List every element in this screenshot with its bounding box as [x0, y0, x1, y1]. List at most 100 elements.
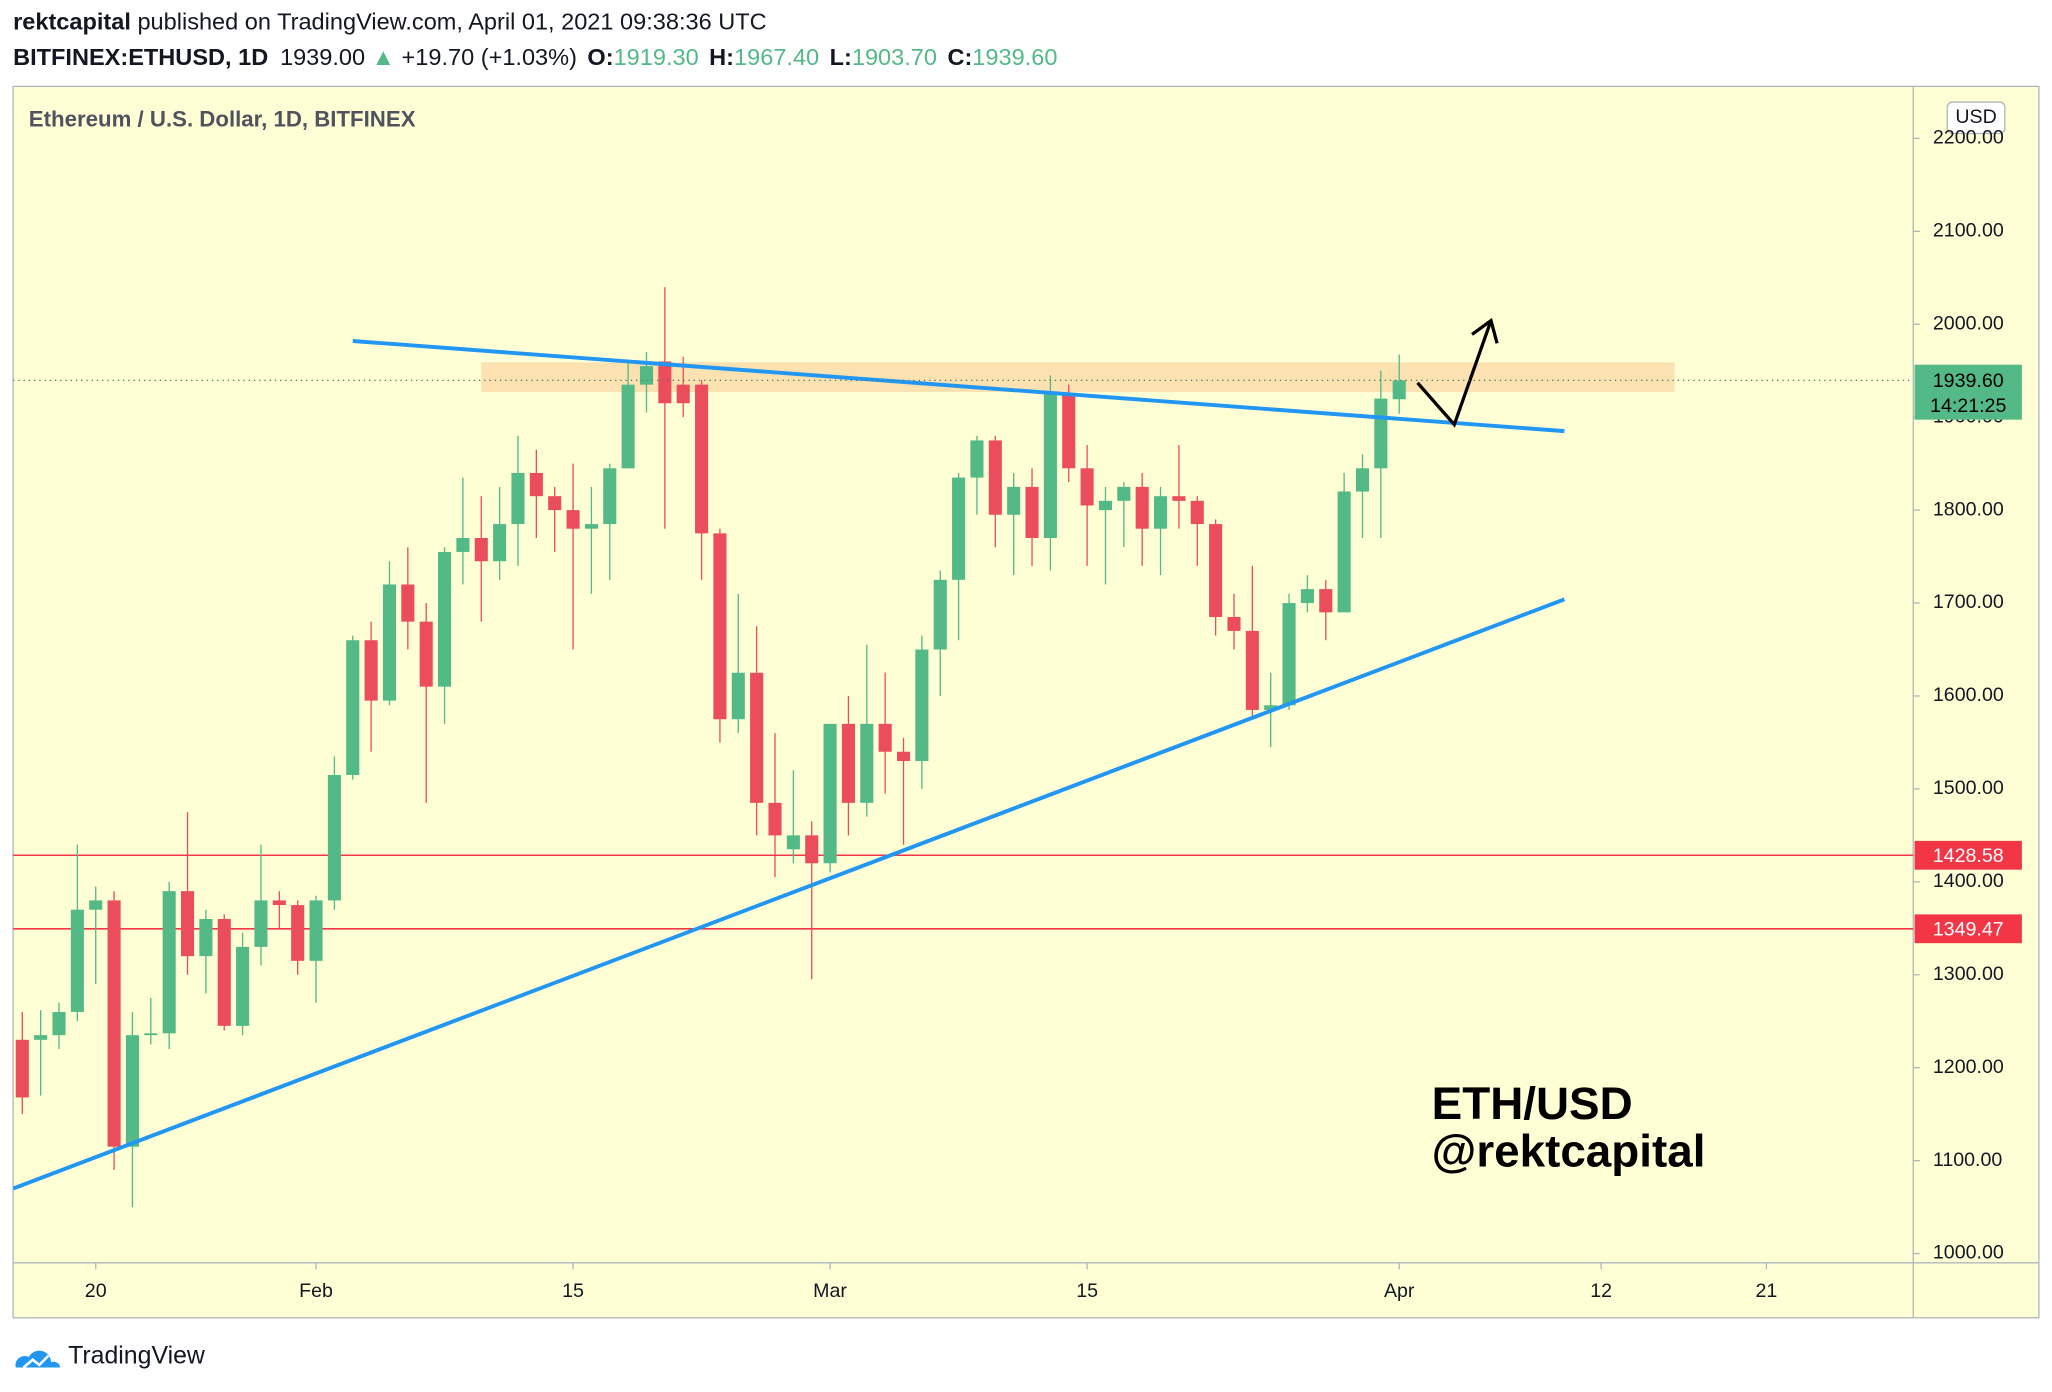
candle-body	[474, 537, 488, 562]
candle-body	[1117, 486, 1131, 501]
candle-body	[107, 900, 121, 1147]
y-tick-label: 1700.00	[1933, 591, 2004, 613]
candle-body	[1319, 589, 1333, 613]
candle-body	[750, 672, 764, 803]
currency-button[interactable]	[1946, 101, 2006, 135]
candle-body	[860, 723, 874, 803]
author: rektcapital	[13, 9, 131, 35]
candle-body	[695, 384, 709, 534]
price-label: 1428.58	[1933, 845, 2004, 867]
candle-body	[162, 891, 176, 1034]
candle-body	[1080, 468, 1094, 506]
last-price-box	[1914, 364, 2022, 420]
x-tick-label: 12	[1590, 1280, 1612, 1302]
candle-body	[805, 835, 819, 864]
trendline	[13, 597, 1566, 1191]
tradingview-logo	[15, 1350, 61, 1369]
candle-body	[70, 909, 84, 1012]
candle-body	[493, 524, 507, 562]
candle-body	[933, 579, 947, 650]
plot-area	[13, 287, 1914, 1208]
candle-body	[603, 468, 617, 525]
candle-body	[841, 723, 855, 803]
candle-body	[401, 584, 415, 622]
candle-body	[1392, 380, 1406, 400]
y-tick-label: 2000.00	[1933, 312, 2004, 334]
candle-body	[713, 533, 727, 720]
trendline	[352, 339, 1565, 434]
chart-background	[12, 85, 2040, 1319]
candle-body	[878, 723, 892, 752]
candle-body	[731, 672, 745, 720]
arrow-path	[1416, 320, 1493, 428]
candle-body	[1245, 630, 1259, 710]
y-tick-label: 1800.00	[1933, 498, 2004, 520]
ohlc-label: O:	[587, 44, 613, 70]
y-tick-label: 2100.00	[1933, 220, 2004, 242]
candle-body	[291, 905, 305, 961]
change: +19.70 (+1.03%)	[402, 44, 577, 70]
candle-body	[438, 551, 452, 687]
x-tick-label: 20	[85, 1280, 107, 1302]
candle-body	[456, 537, 470, 552]
candle-body	[676, 384, 690, 404]
price-label-box	[1914, 914, 2022, 944]
y-tick-label: 1200.00	[1933, 1056, 2004, 1078]
candle-body	[915, 649, 929, 762]
candle-body	[89, 900, 103, 910]
candle-body	[382, 584, 397, 701]
x-tick-label: 15	[1076, 1280, 1098, 1302]
candle-body	[180, 891, 195, 957]
candle-body	[584, 524, 598, 529]
x-tick-label: 15	[562, 1280, 584, 1302]
candle-body	[327, 774, 341, 901]
ohlc-label: H:	[709, 44, 734, 70]
ohlc-value: 1939.60	[972, 44, 1057, 70]
symbol-line: BITFINEX:ETHUSD, 1D 1939.00 ▲ +19.70 (+1.03…	[13, 44, 1057, 70]
candle-body	[1135, 486, 1149, 529]
candle-body	[566, 510, 580, 529]
candle-body	[1355, 468, 1370, 492]
candle-body	[34, 1035, 48, 1040]
countdown: 14:21:25	[1930, 395, 2006, 417]
candle-body	[15, 1039, 29, 1098]
y-tick-label: 1100.00	[1933, 1149, 2003, 1171]
candle-body	[419, 621, 433, 687]
y-tick-label: 1600.00	[1933, 684, 2004, 706]
candle-body	[1337, 491, 1351, 613]
candle-body	[639, 366, 654, 385]
candle-body	[125, 1035, 139, 1147]
x-tick-label: Feb	[299, 1280, 333, 1302]
candle-body	[52, 1011, 66, 1036]
chart-title: Ethereum / U.S. Dollar, 1D, BITFINEX	[29, 106, 416, 131]
candle-body	[823, 723, 837, 864]
ohlc-label: L:	[830, 44, 852, 70]
candle-body	[988, 440, 1002, 515]
candle-body	[621, 384, 635, 469]
ohlc-label: C:	[947, 44, 972, 70]
candle-body	[1007, 486, 1021, 515]
x-tick-label: 21	[1755, 1280, 1777, 1302]
candle-body	[1282, 603, 1296, 706]
candle-body	[548, 496, 562, 511]
price-label: 1349.47	[1933, 918, 2004, 940]
candle-body	[1098, 500, 1113, 511]
publish-line: rektcapital published on TradingView.com…	[13, 9, 767, 35]
watermark-line: @rektcapital	[1432, 1125, 1706, 1176]
last-price-label: 1939.60	[1933, 370, 2004, 392]
candle-body	[952, 477, 966, 580]
candle-body	[511, 472, 525, 525]
watermark-line: ETH/USD	[1432, 1078, 1633, 1129]
y-tick-label: 1500.00	[1933, 777, 2004, 799]
candle-body	[529, 472, 543, 497]
candle-body	[1300, 589, 1314, 604]
candle-body	[1227, 616, 1241, 631]
currency-label: USD	[1955, 106, 1996, 128]
candle-body	[236, 946, 250, 1026]
candle-body	[1264, 705, 1278, 710]
published: published on TradingView.com, April 01, …	[131, 9, 767, 35]
candle-body	[658, 361, 672, 404]
candle-body	[1043, 393, 1057, 538]
candle-body	[1374, 398, 1388, 469]
